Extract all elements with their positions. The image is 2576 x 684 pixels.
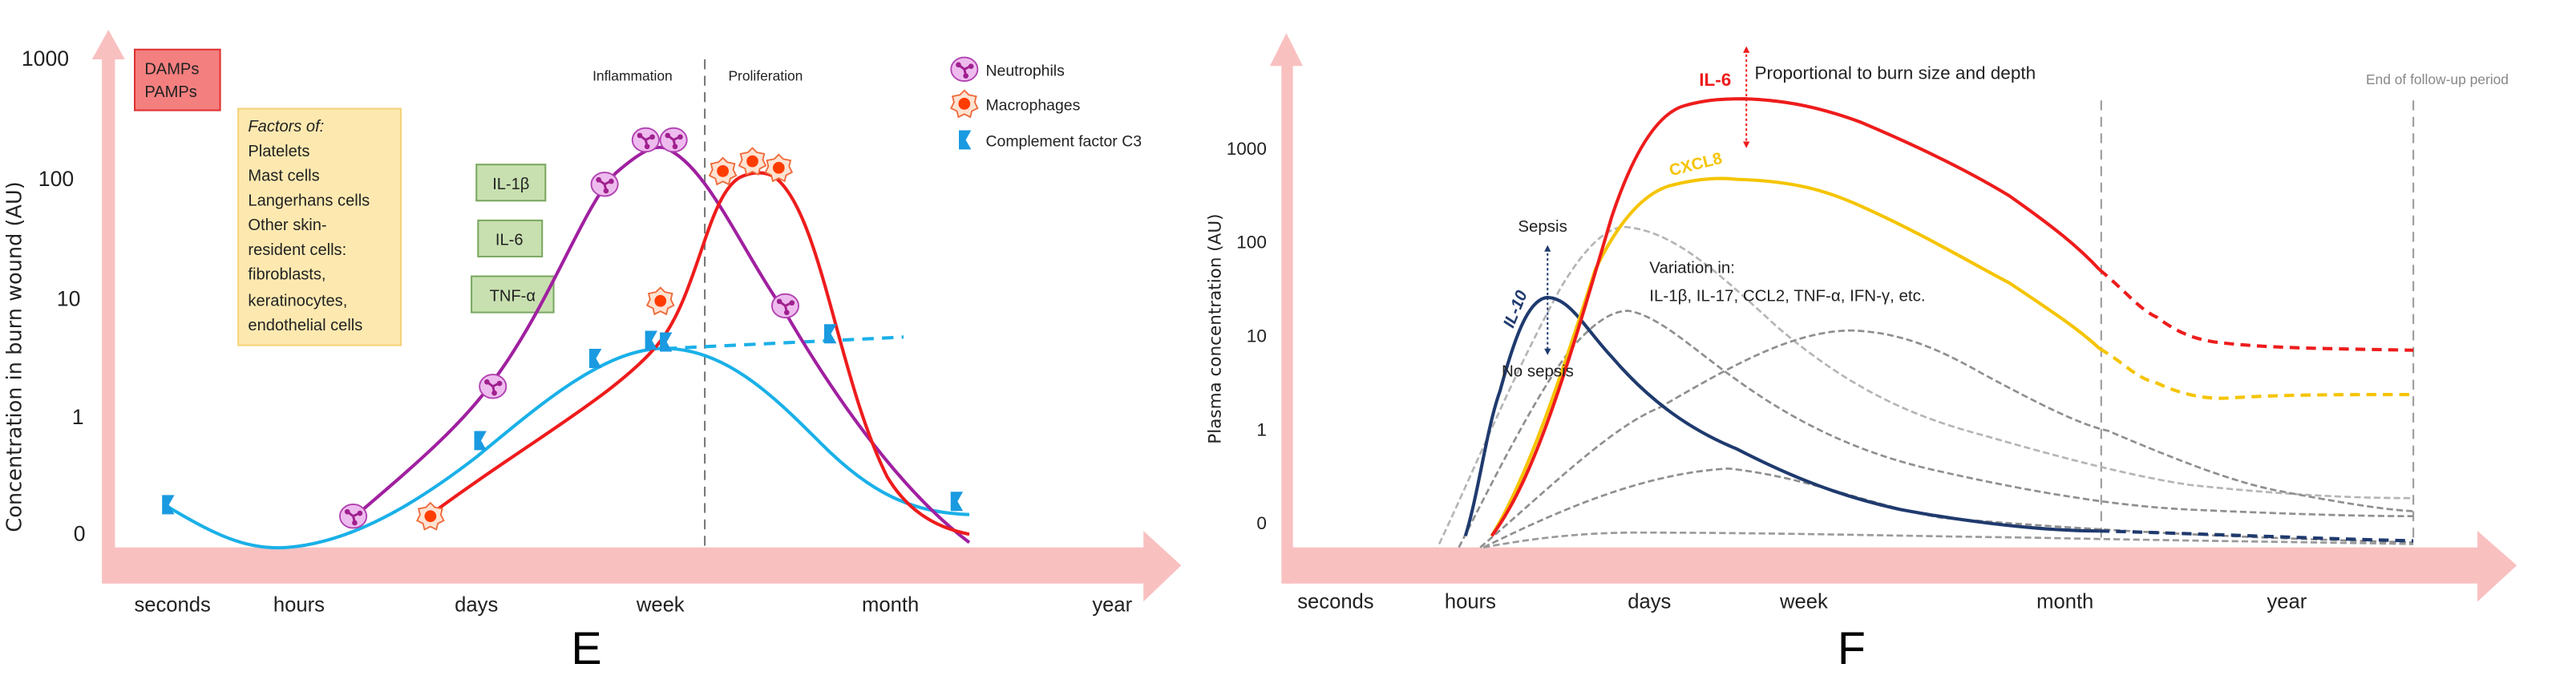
factors-line: resident cells: <box>248 241 346 259</box>
factors-line: Other skin- <box>248 217 326 234</box>
x-axis-arrow <box>107 531 1182 602</box>
cytokine-box-il6: IL-6 <box>477 219 544 257</box>
cytokine-label: IL-1β <box>492 176 529 193</box>
y-axis-label: Concentration in burn wound (AU) <box>3 181 27 532</box>
neutrophil-icon <box>770 293 800 319</box>
x-tick: seconds <box>1297 590 1373 613</box>
complement-c3-icon <box>823 324 837 344</box>
cytokine-label: TNF-α <box>490 287 536 305</box>
variation-list: IL-1β, IL-17, CCL2, TNF-α, IFN-γ, etc. <box>1649 286 1925 305</box>
complement-c3-icon <box>474 431 487 451</box>
legend-label: Macrophages <box>985 97 1080 115</box>
il6-dashed <box>2098 268 2414 352</box>
no-sepsis-label: No sepsis <box>1502 362 1574 381</box>
x-tick: week <box>1779 590 1828 613</box>
x-tick: year <box>1092 594 1132 617</box>
macrophage-icon <box>764 153 793 182</box>
legend-label: Neutrophils <box>985 63 1065 80</box>
damps-pamps-box: DAMPs PAMPs <box>134 48 221 111</box>
il6-curve <box>1490 97 2101 537</box>
y-tick: 0 <box>1256 513 1267 533</box>
y-tick: 10 <box>1247 326 1267 346</box>
variation-curve <box>1479 329 2414 548</box>
cxcl8-curve <box>1490 176 2101 537</box>
variation-curve <box>1483 531 2414 548</box>
x-tick: days <box>455 594 498 617</box>
x-tick: days <box>1628 590 1671 613</box>
complement-c3-icon <box>950 492 964 512</box>
phase-proliferation: Proliferation <box>728 68 803 84</box>
complement-c3-curve <box>163 346 970 550</box>
factors-box: Factors of: Platelets Mast cells Langerh… <box>237 107 402 346</box>
complement-c3-dashed <box>665 335 904 350</box>
damps-label: DAMPs <box>144 60 199 78</box>
y-tick: 1 <box>1256 419 1267 439</box>
y-tick: 1 <box>72 405 84 429</box>
complement-c3-icon <box>645 330 657 350</box>
variation-curve <box>1438 225 2414 545</box>
x-tick: week <box>636 594 685 617</box>
il10-dashed <box>2099 529 2414 543</box>
il10-curve <box>1463 296 2100 536</box>
factors-line: Langerhans cells <box>248 192 370 209</box>
factors-line: keratinocytes, <box>248 292 347 310</box>
x-tick: year <box>2267 590 2307 613</box>
cxcl8-dashed <box>2098 346 2414 400</box>
y-axis-label: Plasma concentration (AU) <box>1205 213 1225 443</box>
factors-line: endothelial cells <box>248 317 362 334</box>
il10-label: IL-10 <box>1500 287 1531 330</box>
neutrophil-icon <box>949 55 980 83</box>
panel-label-f: F <box>1838 623 1866 674</box>
il6-note: Proportional to burn size and depth <box>1754 63 2036 83</box>
il6-label: IL-6 <box>1699 70 1731 90</box>
neutrophil-icon <box>631 127 661 153</box>
panel-label-e: E <box>571 623 601 674</box>
complement-c3-icon <box>162 495 175 515</box>
macrophage-icon <box>738 147 767 176</box>
factors-line: fibroblasts, <box>248 266 326 284</box>
x-axis-arrow <box>1284 531 2517 602</box>
x-tick: month <box>862 594 919 617</box>
neutrophil-icon <box>589 171 620 198</box>
y-axis-arrow <box>1269 33 1303 584</box>
macrophage-icon <box>646 286 675 315</box>
sepsis-label: Sepsis <box>1518 217 1567 236</box>
macrophage-icon <box>950 89 979 118</box>
panel-f: Plasma concentration (AU) 1000 100 10 1 … <box>1205 33 2517 674</box>
variation-curves <box>1438 225 2414 548</box>
variation-title: Variation in: <box>1649 258 1735 277</box>
x-tick: hours <box>1445 590 1496 613</box>
y-tick: 1000 <box>22 47 69 71</box>
factors-line: Platelets <box>248 143 309 160</box>
neutrophil-icon <box>478 373 508 400</box>
neutrophil-icon <box>338 503 368 530</box>
y-tick: 1000 <box>1227 139 1267 159</box>
complement-c3-icon <box>588 349 602 368</box>
y-tick: 10 <box>57 286 81 310</box>
neutrophil-icon <box>658 127 689 153</box>
y-tick: 0 <box>74 521 86 545</box>
complement-c3-icon <box>958 130 972 150</box>
pamps-label: PAMPs <box>144 83 196 101</box>
cytokine-label: IL-6 <box>495 232 524 249</box>
cytokine-box-il1b: IL-1β <box>475 164 547 202</box>
cxcl8-label: CXCL8 <box>1668 149 1725 180</box>
panel-e: Concentration in burn wound (AU) 1000 10… <box>3 30 1182 674</box>
complement-c3-icon <box>660 332 673 352</box>
x-tick: hours <box>273 594 325 617</box>
follow-up-label: End of follow-up period <box>2366 71 2509 87</box>
y-tick: 100 <box>1236 233 1267 253</box>
x-tick: seconds <box>134 594 210 617</box>
legend-label: Complement factor C3 <box>985 133 1142 151</box>
legend: Neutrophils Macrophages Complement facto… <box>949 55 1142 151</box>
y-tick: 100 <box>38 167 74 191</box>
factors-line: Mast cells <box>248 168 319 185</box>
x-tick: month <box>2036 590 2093 613</box>
factors-title: Factors of: <box>248 118 324 136</box>
cytokine-box-tnfa: TNF-α <box>471 275 555 314</box>
y-axis-arrow <box>91 30 125 584</box>
phase-inflammation: Inflammation <box>592 68 673 84</box>
macrophage-icon <box>709 156 738 185</box>
